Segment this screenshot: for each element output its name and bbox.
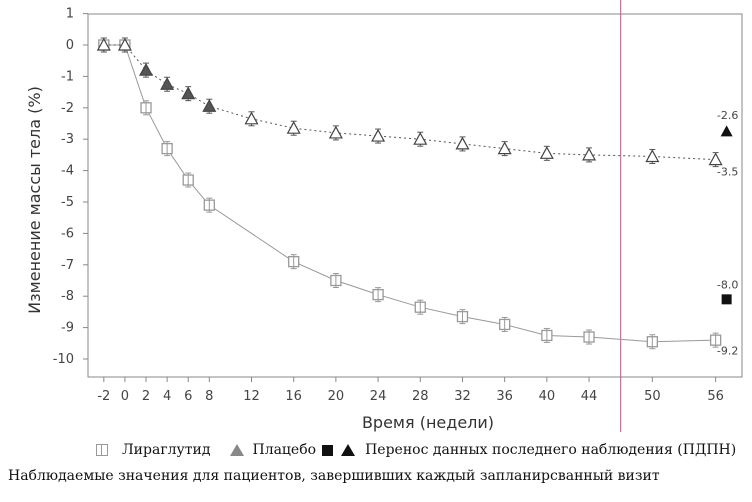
y-tick-label: -7: [61, 258, 74, 273]
placebo-point: [539, 146, 554, 159]
series-line-liraglutide: [103, 44, 716, 343]
value-annotation: -3.5: [717, 165, 738, 178]
plot-border: [87, 13, 743, 378]
y-tick-label: 1: [66, 7, 74, 22]
x-tick-label: 28: [412, 389, 429, 404]
locf-liraglutide-point: [721, 294, 732, 305]
legend-note: Наблюдаемые значения для пациентов, заве…: [8, 468, 660, 484]
y-tick-label: -5: [61, 195, 74, 210]
placebo-point: [181, 86, 196, 100]
annotations: -2.6 -3.5 -8.0 -9.2: [717, 109, 738, 358]
placebo-point: [497, 141, 512, 155]
value-annotation: -9.2: [717, 344, 738, 357]
legend-row: Лираглутид Плацебо Перенос данных последне…: [96, 442, 736, 458]
y-tick-label: -6: [61, 226, 74, 241]
placebo-point: [202, 98, 217, 112]
x-tick-label: 32: [454, 389, 471, 404]
value-annotation: -2.6: [717, 109, 738, 122]
y-axis: 1 0 -1 -2 -3 -4 -5 -6 -7 -8 -9 -10: [53, 7, 88, 367]
y-tick-label: -1: [61, 69, 74, 84]
x-tick-label: 24: [370, 389, 387, 404]
placebo-point: [328, 125, 343, 139]
placebo-point: [244, 111, 259, 125]
x-axis: -2 0 2 4 6 8 12 16 20 24 28 32 36 40 44 50 56: [97, 377, 724, 404]
x-tick-label: 8: [205, 389, 213, 404]
x-tick-label: 56: [707, 389, 724, 404]
x-tick-label: 50: [644, 389, 661, 404]
placebo-point: [117, 37, 132, 51]
legend-placebo-label: Плацебо: [252, 442, 317, 458]
x-axis-label: Время (недели): [362, 413, 494, 432]
placebo-point: [286, 120, 301, 134]
x-tick-label: 0: [121, 389, 129, 404]
value-annotation: -8.0: [717, 278, 738, 291]
locf-placebo-point: [720, 125, 733, 137]
x-tick-label: 36: [496, 389, 513, 404]
legend-locf-label: Перенос данных последнего наблюдения (ПД…: [365, 442, 737, 458]
y-tick-label: -4: [61, 164, 74, 179]
x-tick-label: 16: [285, 389, 302, 404]
legend-liraglutide-label: Лираглутид: [122, 442, 211, 458]
y-tick-label: -10: [53, 352, 74, 367]
x-tick-label: 40: [539, 389, 556, 404]
placebo-point: [413, 131, 428, 145]
y-tick-label: -8: [61, 289, 74, 304]
placebo-point: [371, 128, 386, 142]
legend-square-icon: [96, 444, 108, 456]
y-tick-label: -9: [61, 321, 74, 336]
placebo-point: [139, 62, 154, 76]
x-tick-label: 2: [142, 389, 150, 404]
placebo-point: [160, 76, 175, 90]
legend-filled-square-icon: [322, 444, 334, 456]
x-tick-label: 20: [328, 389, 345, 404]
legend-triangle-icon: [230, 444, 245, 456]
series-line-placebo: [103, 44, 716, 161]
legend-filled-triangle-icon: [341, 444, 356, 456]
x-tick-label: 12: [243, 389, 260, 404]
x-tick-label: 44: [581, 389, 598, 404]
y-axis-label: Изменение массы тела (%): [25, 86, 44, 314]
plot-frame: [87, 0, 743, 432]
placebo-point: [708, 152, 723, 166]
placebo-point: [96, 37, 111, 51]
series-layer: [96, 37, 733, 350]
y-tick-label: -2: [61, 101, 74, 116]
placebo-point: [582, 147, 597, 161]
x-tick-label: 6: [184, 389, 192, 404]
x-tick-label: 4: [163, 389, 171, 404]
y-tick-label: -3: [61, 132, 74, 147]
x-tick-label: -2: [97, 389, 110, 404]
y-tick-label: 0: [66, 38, 74, 53]
weight-change-chart: 10-1-2-3-4-5-6-7-8-9-10 -2 0 2 4 6 8 12 16 20 24 2…: [25, 0, 743, 432]
placebo-point: [645, 149, 660, 163]
placebo-point: [455, 136, 470, 150]
